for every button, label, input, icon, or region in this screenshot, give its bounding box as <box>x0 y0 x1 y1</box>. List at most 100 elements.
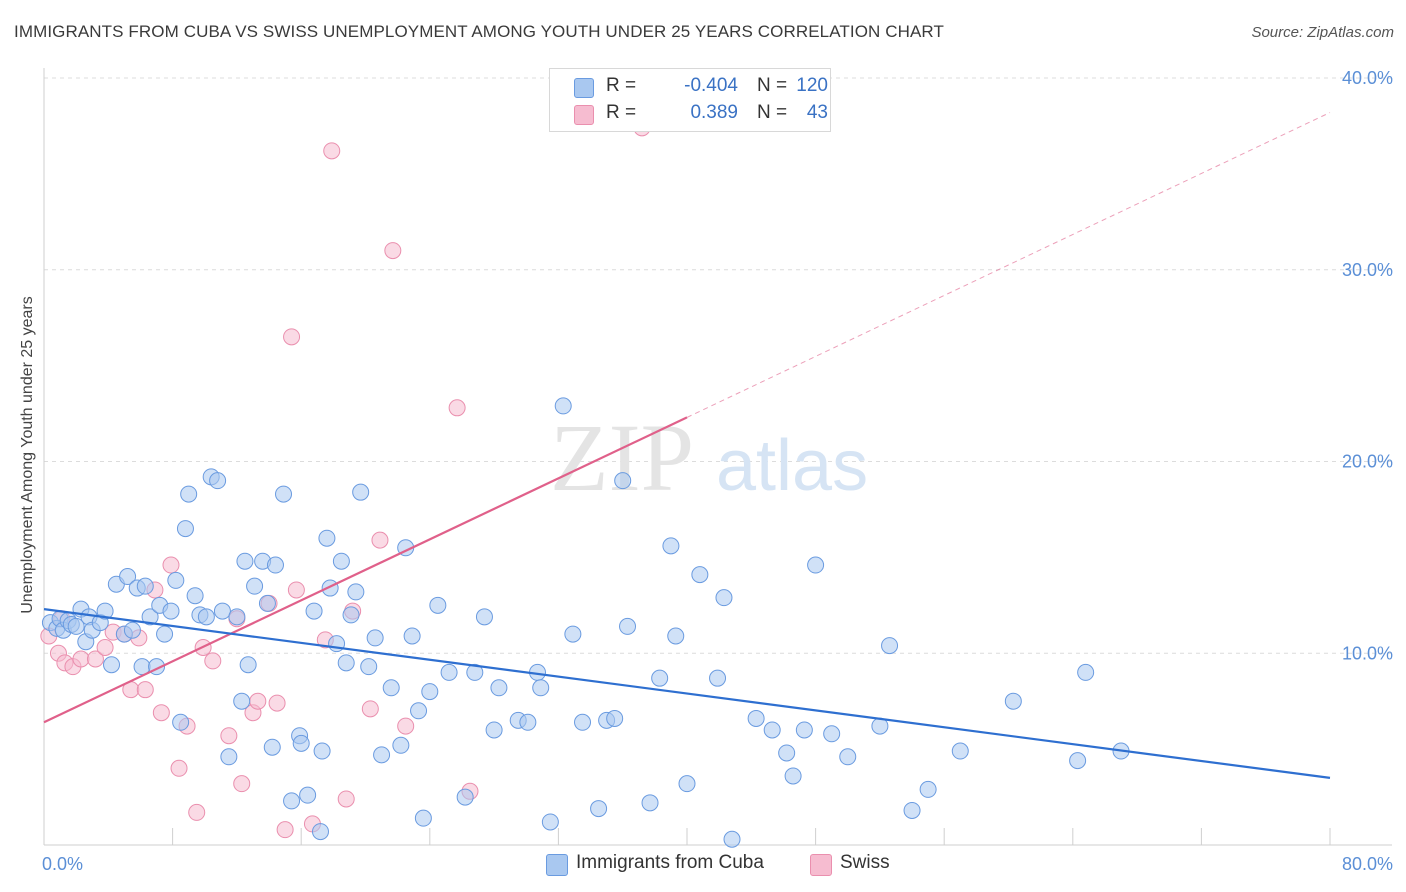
cuba-point <box>263 738 281 756</box>
legend-r-label: R = <box>606 75 637 96</box>
swiss-point <box>384 242 402 260</box>
cuba-point <box>246 577 264 595</box>
legend-swatch-cuba <box>574 78 594 98</box>
cuba-point <box>119 568 137 586</box>
cuba-point <box>662 537 680 555</box>
cuba-point <box>167 571 185 589</box>
cuba-point <box>275 485 293 503</box>
cuba-point <box>176 520 194 538</box>
cuba-point <box>903 801 921 819</box>
cuba-point <box>318 529 336 547</box>
y-tick-label: 20.0% <box>1342 452 1393 472</box>
swiss-point <box>204 652 222 670</box>
cuba-point <box>373 746 391 764</box>
cuba-point <box>299 786 317 804</box>
cuba-point <box>266 556 284 574</box>
swiss-point <box>86 650 104 668</box>
cuba-point <box>220 748 238 766</box>
cuba-point <box>723 830 741 848</box>
cuba-point <box>532 679 550 697</box>
trend-lines <box>43 112 1331 779</box>
cuba-point <box>258 594 276 612</box>
cuba-point <box>103 656 121 674</box>
legend-r-value: 0.389 <box>690 102 738 123</box>
cuba-point <box>747 709 765 727</box>
swiss-point <box>371 531 389 549</box>
legend-n-value: 43 <box>806 102 828 123</box>
cuba-point <box>466 663 484 681</box>
cuba-point <box>919 780 937 798</box>
cuba-point <box>440 663 458 681</box>
cuba-point <box>347 583 365 601</box>
swiss-point <box>170 759 188 777</box>
cuba-point <box>360 658 378 676</box>
swiss-point <box>361 700 379 718</box>
cuba-trend-line <box>43 608 1331 779</box>
cuba-point <box>590 800 608 818</box>
cuba-point <box>1077 663 1095 681</box>
legend-swatch-swiss <box>574 105 594 125</box>
bottom-legend-label-swiss: Swiss <box>840 852 890 873</box>
cuba-point <box>186 587 204 605</box>
cuba-point <box>403 627 421 645</box>
cuba-point <box>136 577 154 595</box>
cuba-point <box>619 617 637 635</box>
swiss-point <box>96 638 114 656</box>
cuba-point <box>651 669 669 687</box>
cuba-point <box>123 621 141 639</box>
cuba-point <box>233 692 251 710</box>
x-tick-label: 80.0% <box>1342 854 1393 874</box>
cuba-point <box>823 725 841 743</box>
cuba-point <box>209 472 227 490</box>
swiss-point <box>220 727 238 745</box>
swiss-point <box>397 717 415 735</box>
swiss-point <box>323 142 341 160</box>
cuba-points <box>41 397 1130 848</box>
cuba-point <box>156 625 174 643</box>
cuba-point <box>332 552 350 570</box>
bottom-legend-label-cuba: Immigrants from Cuba <box>576 852 764 873</box>
cuba-point <box>490 679 508 697</box>
watermark-atlas: atlas <box>716 426 868 506</box>
cuba-point <box>236 552 254 570</box>
cuba-point <box>784 767 802 785</box>
cuba-point <box>564 625 582 643</box>
cuba-point <box>180 485 198 503</box>
cuba-point <box>292 734 310 752</box>
cuba-point <box>305 602 323 620</box>
cuba-point <box>881 637 899 655</box>
bottom-legend-swatch-swiss <box>810 854 832 876</box>
swiss-point <box>268 694 286 712</box>
tick-labels: 10.0% 20.0% 30.0% 40.0% 0.0% 80.0% <box>42 68 1393 874</box>
cuba-point <box>839 748 857 766</box>
cuba-point <box>197 608 215 626</box>
cuba-point <box>778 744 796 762</box>
cuba-point <box>421 683 439 701</box>
swiss-point <box>188 803 206 821</box>
cuba-point <box>337 654 355 672</box>
cuba-point <box>541 813 559 831</box>
swiss-trend-extension <box>686 112 1331 418</box>
swiss-point <box>448 399 466 417</box>
cuba-point <box>795 721 813 739</box>
cuba-point <box>678 775 696 793</box>
cuba-point <box>172 713 190 731</box>
watermark: ZIP atlas <box>550 404 868 511</box>
x-tick-label: 0.0% <box>42 854 83 874</box>
cuba-point <box>1069 752 1087 770</box>
cuba-point <box>614 472 632 490</box>
cuba-point <box>382 679 400 697</box>
cuba-point <box>691 566 709 584</box>
cuba-point <box>410 702 428 720</box>
cuba-point <box>283 792 301 810</box>
source-label: Source: ZipAtlas.com <box>1251 24 1394 41</box>
swiss-point <box>233 775 251 793</box>
cuba-point <box>162 602 180 620</box>
cuba-point <box>311 823 329 841</box>
cuba-point <box>485 721 503 739</box>
swiss-point <box>287 581 305 599</box>
cuba-point <box>352 483 370 501</box>
cuba-point <box>366 629 384 647</box>
cuba-point <box>239 656 257 674</box>
